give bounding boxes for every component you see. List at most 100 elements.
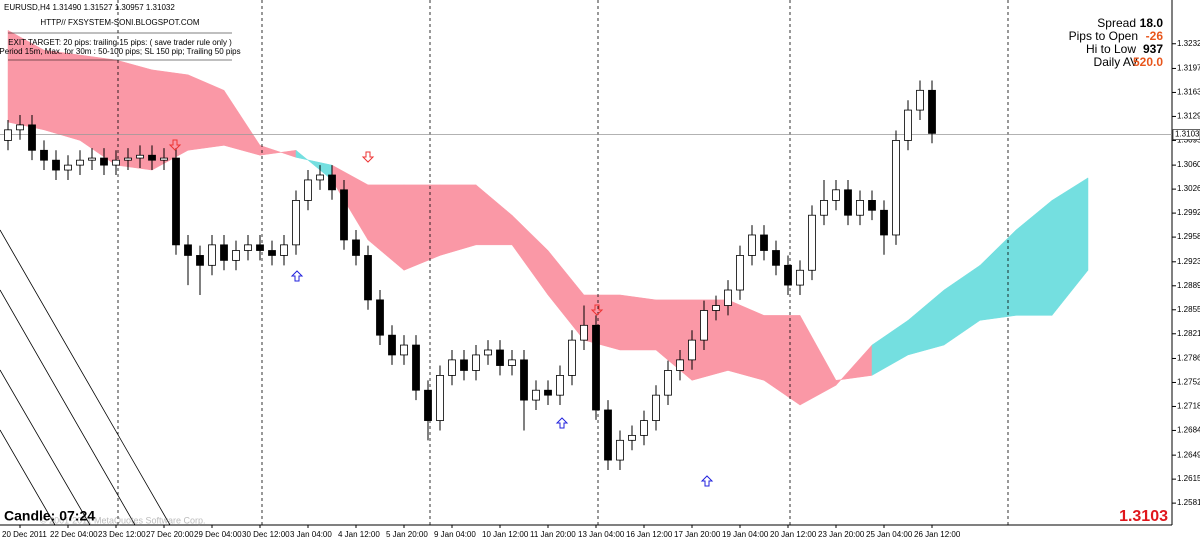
candle-body (808, 214, 816, 271)
candle-body (724, 289, 732, 306)
y-tick-label: 1.31290 (1177, 112, 1200, 121)
info-value: 937 (1143, 42, 1163, 56)
candle-body (376, 299, 384, 336)
candle-body (268, 250, 276, 256)
channel-line (0, 369, 91, 526)
y-tick-label: 1.26150 (1177, 474, 1200, 483)
candle-body (64, 164, 72, 171)
candles (4, 80, 936, 470)
x-tick-label: 23 Jan 20:00 (818, 530, 865, 539)
cloud-segment (403, 184, 441, 271)
y-tick-label: 1.28890 (1177, 281, 1200, 290)
candle-body (400, 344, 408, 356)
candle-body (208, 244, 216, 266)
candle-body (280, 244, 288, 256)
y-tick-label: 1.25810 (1177, 498, 1200, 507)
x-tick-label: 10 Jan 12:00 (482, 530, 529, 539)
signal-arrows (168, 139, 714, 487)
overlay: EURUSD,H4 1.31490 1.31527 1.30957 1.3103… (0, 3, 1168, 525)
trend-channel (0, 229, 171, 526)
x-tick-label: 4 Jan 12:00 (338, 530, 380, 539)
x-tick-label: 16 Jan 12:00 (626, 530, 673, 539)
candle-body (16, 124, 24, 131)
annotation: EXIT TARGET: 20 pips: trailing 15 pips: … (8, 38, 232, 47)
cloud-segment (43, 49, 81, 141)
candle-body (436, 375, 444, 421)
candle-body (196, 255, 204, 266)
candle-body (160, 157, 168, 161)
candle-body (844, 189, 852, 216)
candle-body (616, 439, 624, 461)
bid-label: 1.31032 (1175, 130, 1200, 139)
candle-body (508, 359, 516, 366)
y-tick-label: 1.27860 (1177, 354, 1200, 363)
candle-body (52, 159, 60, 171)
y-tick-label: 1.29230 (1177, 257, 1200, 266)
y-tick-label: 1.30600 (1177, 160, 1200, 169)
candle-body (688, 339, 696, 361)
candle-body (256, 244, 264, 251)
candle-body (712, 305, 720, 311)
x-tick-label: 27 Dec 20:00 (146, 530, 194, 539)
candle-body (364, 255, 372, 301)
cloud-segment (583, 294, 621, 351)
candle-body (652, 394, 660, 421)
x-tick-label: 9 Jan 04:00 (434, 530, 476, 539)
y-tick-label: 1.31630 (1177, 88, 1200, 97)
price-display: 1.3103 (1119, 508, 1168, 525)
candle-body (892, 140, 900, 236)
info-label: Spread (1097, 16, 1136, 30)
annotation: Period 15m, Max. for 30m : 50-100 pips; … (0, 47, 241, 56)
y-tick-label: 1.26490 (1177, 450, 1200, 459)
cloud-segment (619, 294, 657, 351)
candle-body (784, 264, 792, 286)
candle-body (232, 250, 240, 261)
candle-body (736, 255, 744, 291)
candle-body (136, 154, 144, 159)
sell-arrow (361, 151, 375, 163)
x-tick-label: 3 Jan 04:00 (290, 530, 332, 539)
candle-body (568, 339, 576, 376)
candle-body (76, 159, 84, 166)
candle-body (28, 124, 36, 151)
candle-body (664, 370, 672, 396)
info-value: 520.0 (1133, 55, 1163, 69)
candle-body (556, 375, 564, 396)
bid-tag (1172, 129, 1200, 140)
x-tick-label: 22 Dec 04:00 (50, 530, 98, 539)
candle-body (388, 334, 396, 356)
candle-body (748, 234, 756, 256)
buy-arrow (700, 475, 714, 487)
candle-body (184, 244, 192, 256)
y-tick-label: 1.29920 (1177, 208, 1200, 217)
candle-body (112, 159, 120, 166)
candle-body (916, 89, 924, 111)
info-value: -26 (1146, 29, 1164, 43)
candle-body (244, 244, 252, 251)
candle-body (760, 234, 768, 251)
candle-body (352, 239, 360, 256)
candle-body (580, 324, 588, 341)
candle-body (460, 359, 468, 371)
candle-body (532, 389, 540, 401)
x-tick-label: 29 Dec 04:00 (194, 530, 242, 539)
copyright: © 2001-2011 MetaQuotes Software Corp. (40, 515, 206, 525)
channel-line (0, 229, 171, 526)
y-tick-label: 1.31970 (1177, 64, 1200, 73)
candle-body (676, 359, 684, 371)
y-tick-label: 1.32320 (1177, 39, 1200, 48)
y-tick-label: 1.28210 (1177, 329, 1200, 338)
x-tick-label: 19 Jan 04:00 (722, 530, 769, 539)
y-tick-label: 1.30260 (1177, 184, 1200, 193)
cloud-segment (1051, 177, 1089, 317)
y-tick-label: 1.27520 (1177, 378, 1200, 387)
x-tick-label: 13 Jan 04:00 (578, 530, 625, 539)
candle-body (472, 354, 480, 371)
candle-body (172, 157, 180, 246)
y-tick-label: 1.30950 (1177, 136, 1200, 145)
candle-body (700, 310, 708, 341)
cloud-segment (115, 59, 153, 171)
candle-body (772, 250, 780, 266)
info-label: Daily AV (1094, 55, 1138, 69)
